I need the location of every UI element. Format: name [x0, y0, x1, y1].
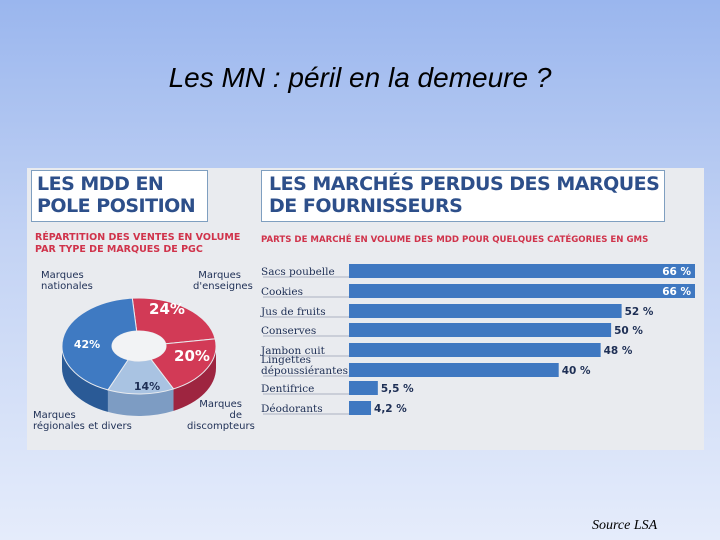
slice-42-side — [62, 346, 108, 412]
bar-category-2: Jus de fruits — [261, 307, 326, 318]
left-title-line2: POLE POSITION — [37, 195, 196, 217]
slice-14-side — [107, 388, 174, 417]
right-title-box — [261, 170, 665, 222]
bar-category-3-line-0: Conserves — [261, 325, 317, 337]
label-marques-regionales: Marques régionales et divers — [33, 410, 132, 432]
slice-42-value-label: 42% — [74, 338, 100, 351]
bar-category-3: Conserves — [261, 326, 316, 337]
bar-value-label-2: 52 % — [625, 306, 654, 318]
donut-chart: 24% 20% 14% 42% — [61, 297, 217, 417]
bar-3 — [349, 323, 612, 337]
bar-value-label-0: 66 % — [662, 266, 691, 278]
bar-0 — [349, 264, 695, 278]
bar-category-5-line-1: dépoussiérantes — [261, 365, 348, 377]
slide-title: Les MN : péril en la demeure ? — [168, 62, 552, 93]
label-regionales-l1: Marques — [33, 410, 76, 421]
bar-1 — [349, 284, 695, 298]
left-title-line1: LES MDD EN — [37, 173, 164, 195]
magazine-clipping: LES MDD EN POLE POSITION RÉPARTITION DES… — [27, 168, 704, 450]
bar-5 — [349, 363, 559, 377]
label-nationales-l2: nationales — [41, 281, 93, 292]
bar-value-label-4: 48 % — [604, 345, 633, 357]
label-regionales-l2: régionales et divers — [33, 421, 132, 432]
bar-category-2-line-0: Jus de fruits — [261, 306, 326, 318]
label-marques-enseignes: Marques d'enseignes — [193, 270, 253, 292]
left-subtitle-line1: RÉPARTITION DES VENTES EN VOLUME — [35, 232, 241, 243]
slice-14-value-label: 14% — [134, 380, 160, 393]
bar-category-1: Cookies — [261, 287, 303, 298]
bar-value-label-6: 5,5 % — [381, 383, 414, 395]
bar-category-0-line-0: Sacs poubelle — [261, 266, 335, 278]
bar-7 — [349, 401, 372, 415]
bar-category-7-line-0: Déodorants — [261, 403, 323, 415]
bar-category-0: Sacs poubelle — [261, 267, 335, 278]
bar-value-label-5: 40 % — [562, 365, 591, 377]
label-enseignes-l1: Marques — [198, 270, 241, 281]
left-subtitle-line2: PAR TYPE DE MARQUES DE PGC — [35, 244, 203, 255]
bar-category-4-line-0: Jambon cuit — [261, 345, 325, 357]
bar-6 — [349, 381, 378, 395]
bar-value-label-3: 50 % — [614, 325, 643, 337]
bar-category-6-line-0: Dentifrice — [261, 383, 315, 395]
label-discompteurs-l2: de — [229, 410, 243, 421]
bar-value-label-7: 4,2 % — [374, 403, 407, 415]
right-subtitle: PARTS DE MARCHÉ EN VOLUME DES MDD POUR Q… — [261, 235, 649, 245]
bar-category-6: Dentifrice — [261, 384, 314, 395]
bar-chart: 66 % 66 % 52 % 50 % 48 % 40 % 5,5 % 4,2 % — [263, 264, 695, 415]
bar-category-5: Lingettes dépoussiérantes — [261, 355, 348, 377]
bar-value-label-1: 66 % — [662, 286, 691, 298]
label-nationales-l1: Marques — [41, 270, 84, 281]
label-marques-discompteurs: Marques de discompteurs — [187, 399, 255, 432]
bar-category-4: Jambon cuit — [261, 346, 325, 357]
label-enseignes-l2: d'enseignes — [193, 281, 253, 292]
label-discompteurs-l3: discompteurs — [187, 421, 255, 432]
slice-24-value-label: 24% — [149, 300, 185, 318]
bar-4 — [349, 343, 601, 357]
bar-category-7: Déodorants — [261, 404, 323, 415]
slice-20-value-label: 20% — [174, 347, 210, 365]
source-note: Source LSA — [592, 518, 658, 533]
donut-hole — [112, 331, 166, 361]
left-title-box — [31, 170, 208, 222]
bar-2 — [349, 304, 622, 318]
right-title-line2: DE FOURNISSEURS — [269, 195, 463, 217]
bar-category-5-line-0: Lingettes — [261, 354, 312, 366]
bar-category-1-line-0: Cookies — [261, 286, 303, 298]
label-marques-nationales: Marques nationales — [41, 270, 93, 292]
slice-20-side — [173, 346, 216, 411]
right-title-line1: LES MARCHÉS PERDUS DES MARQUES — [269, 173, 660, 195]
label-discompteurs-l1: Marques — [199, 399, 242, 410]
